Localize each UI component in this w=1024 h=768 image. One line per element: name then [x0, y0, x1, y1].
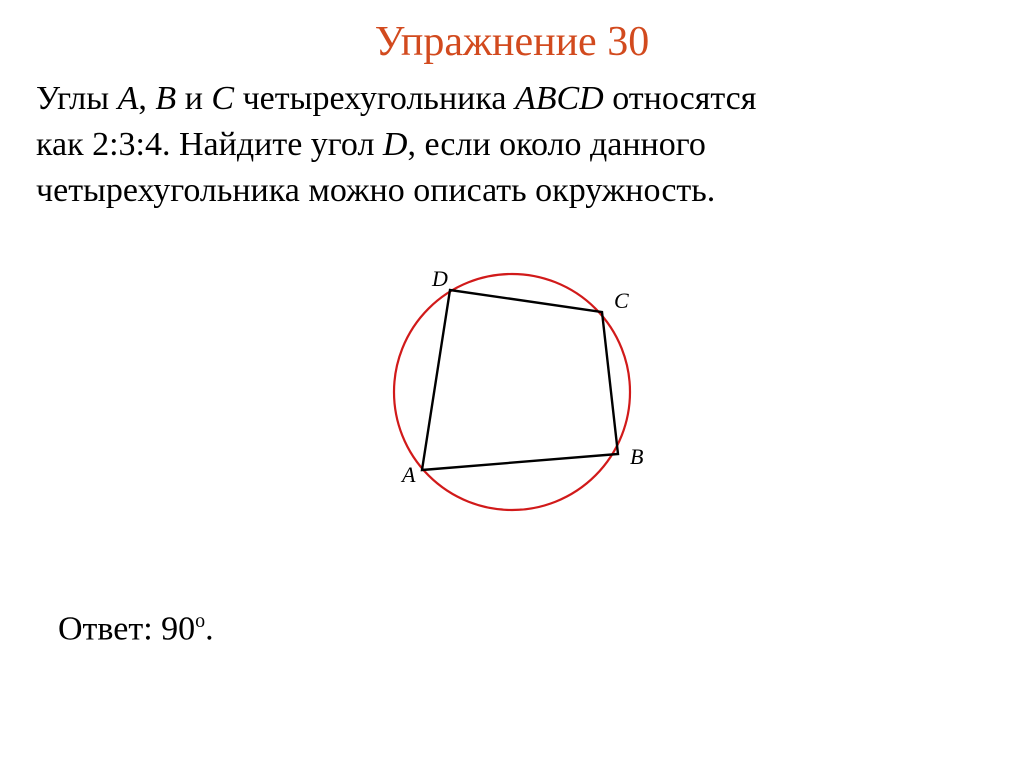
vertex-label-C: C: [614, 288, 629, 313]
problem-line-3: четырехугольника можно описать окружност…: [36, 168, 988, 214]
problem-line-1: Углы A, B и C четырехугольника ABCD отно…: [36, 76, 988, 122]
text-fragment: как 2:3:4. Найдите угол: [36, 126, 383, 163]
problem-line-2: как 2:3:4. Найдите угол D, если около да…: [36, 122, 988, 168]
text-fragment: и: [176, 80, 211, 117]
answer-unit: о: [195, 610, 205, 632]
text-fragment: Углы: [36, 80, 118, 117]
text-fragment: , если около данного: [407, 126, 705, 163]
var-ABCD: ABCD: [515, 80, 604, 117]
vertex-label-A: A: [400, 462, 416, 487]
vertex-label-D: D: [431, 266, 448, 291]
vertex-label-B: B: [630, 444, 643, 469]
answer-label: Ответ:: [58, 610, 161, 647]
text-fragment: ,: [138, 80, 155, 117]
answer-text: Ответ: 90о.: [58, 610, 214, 648]
var-D: D: [383, 126, 408, 163]
figure-svg: A B C D: [362, 242, 662, 542]
answer-period: .: [205, 610, 214, 647]
problem-text: Углы A, B и C четырехугольника ABCD отно…: [0, 66, 1024, 214]
text-fragment: относятся: [604, 80, 757, 117]
circumscribed-circle: [394, 274, 630, 510]
quadrilateral-ABCD: [422, 290, 618, 470]
geometry-figure: A B C D: [362, 242, 662, 547]
exercise-title: Упражнение 30: [0, 0, 1024, 66]
var-C: C: [211, 80, 234, 117]
text-fragment: четырехугольника: [234, 80, 515, 117]
var-A: A: [118, 80, 139, 117]
var-B: B: [155, 80, 176, 117]
answer-value: 90: [161, 610, 195, 647]
